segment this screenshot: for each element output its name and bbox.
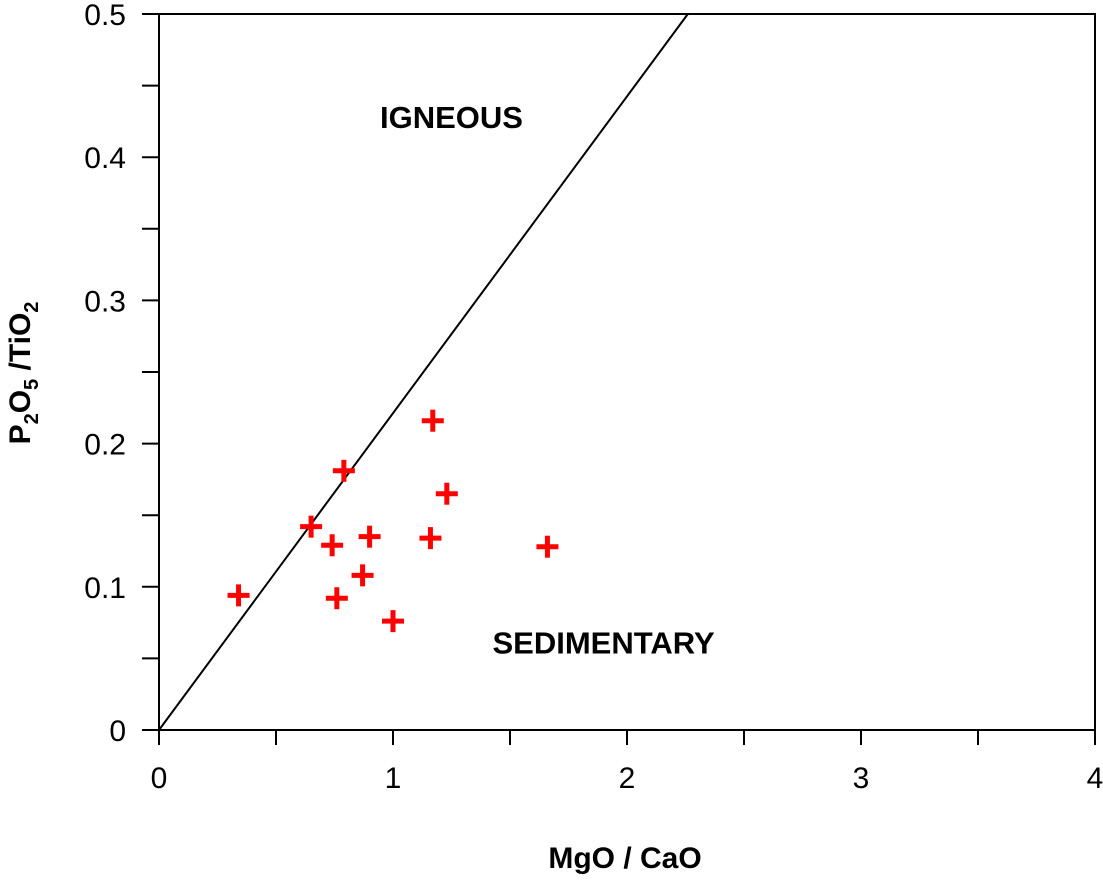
data-point bbox=[382, 610, 404, 633]
x-axis-ticks: 0 1 2 3 4 bbox=[151, 730, 1103, 795]
y-axis-ticks: 0 0.1 0.2 0.3 0.4 0.5 bbox=[84, 0, 159, 748]
y-tick-label: 0.3 bbox=[84, 285, 126, 318]
y-tick-label: 0.4 bbox=[84, 142, 126, 175]
region-label-sedimentary: SEDIMENTARY bbox=[493, 626, 716, 661]
plot-border bbox=[158, 13, 1096, 731]
data-points bbox=[227, 409, 559, 633]
igneous-sedimentary-boundary bbox=[158, 13, 689, 731]
region-labels: IGNEOUS SEDIMENTARY bbox=[380, 100, 715, 661]
data-point bbox=[419, 527, 442, 550]
region-label-igneous: IGNEOUS bbox=[380, 100, 523, 135]
boundary-line bbox=[158, 13, 689, 731]
x-tick-label: 4 bbox=[1087, 762, 1103, 795]
plot-frame bbox=[158, 13, 1096, 731]
data-point bbox=[227, 584, 250, 607]
y-tick-label: 0.2 bbox=[84, 429, 126, 462]
data-point bbox=[435, 482, 458, 505]
data-point bbox=[332, 459, 355, 482]
y-tick-label: 0.1 bbox=[84, 572, 126, 605]
data-point bbox=[300, 515, 323, 538]
y-tick-label: 0.5 bbox=[84, 0, 126, 32]
data-point bbox=[321, 534, 344, 557]
y-axis-title: P2O5 /TiO2 bbox=[4, 302, 43, 445]
x-tick-label: 0 bbox=[151, 762, 168, 795]
data-point bbox=[358, 525, 381, 548]
x-tick-label: 1 bbox=[385, 762, 402, 795]
data-point bbox=[421, 409, 444, 432]
data-point bbox=[325, 587, 348, 610]
x-axis-title: MgO / CaO bbox=[548, 842, 701, 875]
y-tick-label: 0 bbox=[109, 715, 126, 748]
x-tick-label: 2 bbox=[619, 762, 636, 795]
data-point bbox=[536, 535, 559, 558]
x-tick-label: 3 bbox=[853, 762, 870, 795]
data-point bbox=[351, 564, 374, 587]
